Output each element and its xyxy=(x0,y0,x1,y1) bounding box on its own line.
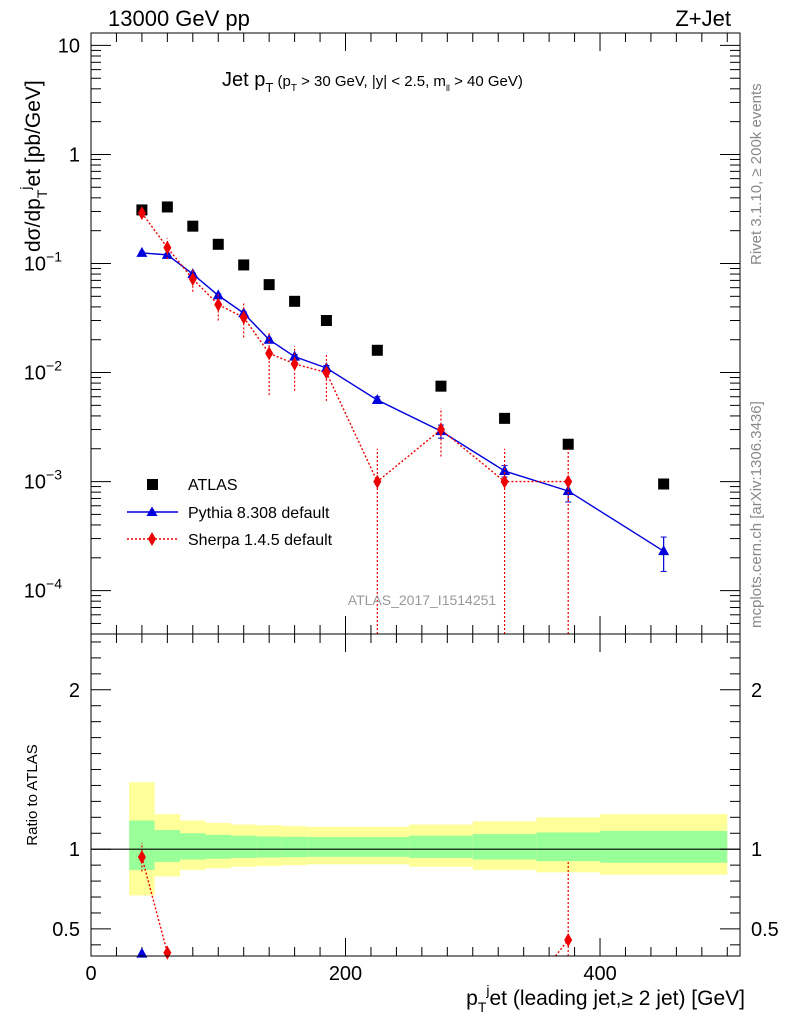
ratio-y-tick-label: 2 xyxy=(69,680,80,702)
main-y-tick-label: 10 xyxy=(58,35,80,57)
ratio-y-tick-label-right: 2 xyxy=(751,680,762,702)
ratio-plot-frame xyxy=(90,633,741,957)
sherpa-data-point xyxy=(239,310,248,325)
sherpa-data-point xyxy=(436,422,445,437)
atlas-data-point xyxy=(435,380,447,392)
atlas-data-point xyxy=(187,220,199,232)
rivet-version-label: Rivet 3.1.10, ≥ 200k events xyxy=(748,83,765,265)
tick-mantissa: 10 xyxy=(24,472,46,494)
ratio-uncertainty-band-inner xyxy=(180,833,206,860)
legend-sherpa-label: Sherpa 1.4.5 default xyxy=(188,532,333,549)
ratio-uncertainty-band-inner xyxy=(409,835,473,858)
main-plot-title: Jet pT (pT > 30 GeV, |y| < 2.5, mll > 40… xyxy=(222,69,523,95)
pythia-data-point xyxy=(499,465,511,476)
legend-atlas-label: ATLAS xyxy=(188,477,238,494)
sherpa-ratio-point xyxy=(564,933,573,948)
legend-sherpa-marker xyxy=(148,532,156,546)
ratio-uncertainty-band-inner xyxy=(472,834,537,860)
sherpa-data-point xyxy=(137,206,146,221)
ratio-uncertainty-band-inner xyxy=(345,837,410,857)
sherpa-data-point xyxy=(163,240,172,255)
sherpa-ratio-point xyxy=(163,945,172,960)
atlas-data-point xyxy=(238,259,250,271)
legend-pythia-label: Pythia 8.308 default xyxy=(188,505,330,522)
sherpa-ratio-point xyxy=(137,850,146,865)
mcplots-label: mcplots.cern.ch [arXiv:1306.3436] xyxy=(748,401,765,628)
ratio-uncertainty-band-inner xyxy=(256,836,282,858)
atlas-data-point xyxy=(371,344,383,356)
header-right-title: Z+Jet xyxy=(675,6,731,31)
tick-exponent: −3 xyxy=(46,467,62,483)
tick-mantissa: 10 xyxy=(24,581,46,603)
pythia-ratio-point xyxy=(136,947,148,958)
ratio-uncertainty-band-inner xyxy=(281,836,308,858)
x-tick-label: 0 xyxy=(85,963,96,985)
sherpa-data-point xyxy=(188,272,197,287)
ratio-uncertainty-band-inner xyxy=(230,835,257,858)
atlas-data-point xyxy=(562,438,574,450)
main-y-tick-label: 10−4 xyxy=(24,576,62,603)
ratio-uncertainty-band-inner xyxy=(536,832,601,862)
tick-exponent: −2 xyxy=(46,358,62,374)
main-y-axis-label: dσ/dpTjet [pb/GeV] xyxy=(17,80,50,252)
atlas-data-point xyxy=(161,201,173,213)
sherpa-line xyxy=(141,212,569,483)
pythia-data-point xyxy=(136,246,148,257)
ratio-uncertainty-band-inner xyxy=(600,830,728,863)
atlas-data-point xyxy=(263,279,275,291)
tick-exponent: −1 xyxy=(46,248,62,264)
atlas-data-point xyxy=(289,295,301,307)
sherpa-ratio-line xyxy=(141,856,169,953)
sherpa-data-point xyxy=(500,474,509,489)
sherpa-data-point xyxy=(322,365,331,380)
ratio-y-tick-label: 1 xyxy=(69,839,80,861)
sherpa-data-point xyxy=(214,297,223,312)
ratio-y-axis-label: Ratio to ATLAS xyxy=(24,744,41,845)
atlas-data-point xyxy=(499,412,511,424)
ratio-uncertainty-band-inner xyxy=(205,834,231,859)
sherpa-data-point xyxy=(290,356,299,371)
tick-mantissa: 10 xyxy=(24,253,46,275)
tick-exponent: −4 xyxy=(46,576,62,592)
ratio-plot-area xyxy=(91,782,740,896)
ratio-y-tick-label-right: 0.5 xyxy=(751,919,779,941)
pythia-data-point xyxy=(658,545,670,556)
ratio-y-tick-label: 0.5 xyxy=(52,919,80,941)
ratio-y-tick-label-right: 1 xyxy=(751,839,762,861)
pythia-data-point xyxy=(212,289,224,300)
ratio-uncertainty-band-inner xyxy=(307,837,346,857)
sherpa-data-point xyxy=(265,346,274,361)
ratio-uncertainty-band-inner xyxy=(154,830,181,862)
atlas-data-point xyxy=(212,238,224,250)
sherpa-data-point xyxy=(564,474,573,489)
main-y-tick-label: 10−1 xyxy=(24,248,62,275)
legend: ATLAS Pythia 8.308 default Sherpa 1.4.5 … xyxy=(127,477,333,549)
atlas-data-point xyxy=(658,478,670,490)
pythia-data-point xyxy=(371,393,383,404)
sherpa-data-point xyxy=(373,474,382,489)
pythia-data-point xyxy=(289,350,301,361)
legend-pythia-marker xyxy=(146,506,158,516)
tick-mantissa: 10 xyxy=(24,363,46,385)
x-axis-label: pTjet (leading jet,≥ 2 jet) [GeV] xyxy=(466,982,745,1015)
x-tick-label: 400 xyxy=(583,963,616,985)
atlas-data-point xyxy=(320,315,332,327)
main-y-tick-label: 1 xyxy=(69,144,80,166)
legend-atlas-marker xyxy=(147,479,158,490)
analysis-watermark: ATLAS_2017_I1514251 xyxy=(348,592,497,608)
main-y-tick-label: 10−2 xyxy=(24,358,62,385)
main-y-tick-label: 10−3 xyxy=(24,467,62,494)
x-tick-label: 200 xyxy=(329,963,362,985)
header-left-title: 13000 GeV pp xyxy=(108,6,250,31)
